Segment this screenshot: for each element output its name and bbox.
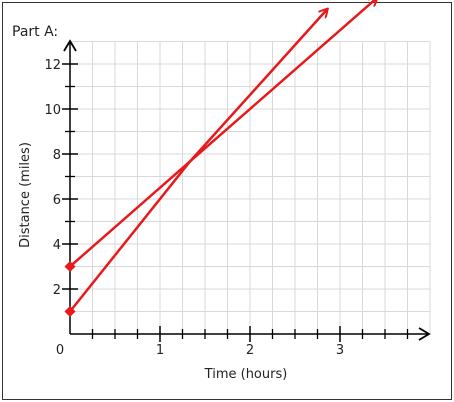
y-axis-label: Distance (miles)	[18, 142, 33, 248]
y-tick-label: 10	[44, 103, 61, 118]
series	[64, 0, 377, 317]
y-tick-label: 12	[44, 58, 61, 73]
x-tick-label: 1	[156, 343, 164, 358]
x-tick-label: 3	[336, 343, 344, 358]
part-label: Part A:	[12, 24, 59, 40]
x-axis-arrow	[418, 327, 431, 341]
axes	[62, 39, 431, 342]
y-tick-label: 2	[53, 283, 61, 298]
x-tick-label: 0	[56, 343, 64, 358]
x-tick-label: 2	[246, 343, 254, 358]
y-axis-arrow	[63, 39, 77, 52]
grid	[70, 41, 431, 334]
x-axis-label: Time (hours)	[204, 367, 288, 382]
series-point-2	[64, 261, 76, 272]
y-tick-label: 4	[53, 238, 61, 253]
y-tick-label: 6	[53, 193, 61, 208]
series-line-2	[69, 0, 376, 268]
series-point-1	[64, 306, 76, 317]
y-tick-label: 8	[53, 148, 61, 163]
